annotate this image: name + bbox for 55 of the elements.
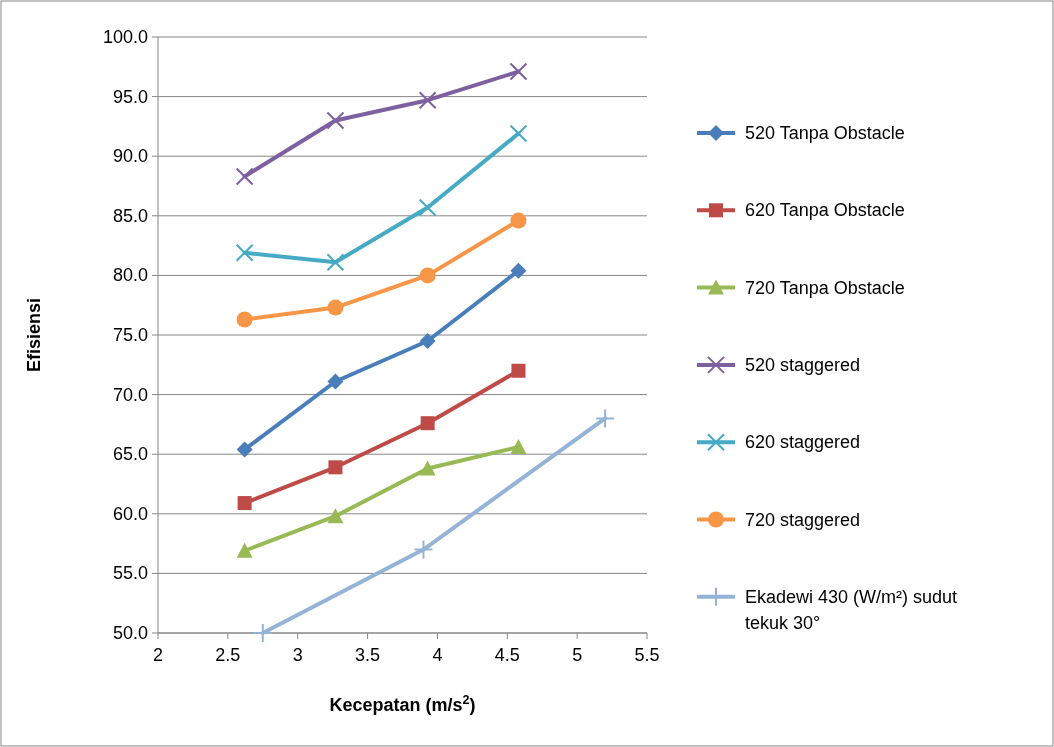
y-tick-label: 60.0	[112, 503, 148, 524]
y-tick-label: 65.0	[112, 444, 148, 465]
y-tick-label: 100.0	[102, 27, 148, 47]
legend-label: 520 staggered	[745, 354, 861, 375]
point	[510, 212, 527, 229]
point	[328, 460, 343, 475]
x-tick-label: 2.5	[215, 645, 241, 665]
x-tick-label: 4	[432, 645, 443, 665]
y-axis-title: Efisiensi	[24, 297, 44, 373]
y-tick-label: 55.0	[112, 563, 148, 584]
point	[419, 460, 436, 476]
point	[327, 508, 344, 524]
point	[420, 416, 435, 431]
point	[236, 311, 253, 328]
point	[418, 91, 437, 110]
legend-label: Ekadewi 430 (W/m²) sudut tekuk 30°	[745, 586, 958, 633]
point	[236, 542, 253, 558]
legend-label: 720 staggered	[745, 509, 861, 530]
point	[510, 262, 527, 279]
x-tick-label: 3	[292, 645, 303, 665]
y-tick-label: 75.0	[112, 325, 148, 345]
y-tick-label: 90.0	[112, 146, 148, 167]
point	[237, 496, 252, 511]
x-axis-title: Kecepatan (m/s$^{2}$)	[329, 693, 476, 715]
point	[326, 111, 345, 130]
point	[419, 332, 436, 349]
point	[595, 408, 616, 429]
x-tick-label: 5	[572, 645, 583, 665]
point	[236, 441, 253, 458]
x-tick-label: 3.5	[355, 645, 381, 665]
point	[235, 243, 254, 262]
point	[419, 267, 436, 284]
point	[509, 124, 528, 143]
point	[327, 299, 344, 316]
y-tick-label: 50.0	[112, 623, 148, 643]
legend-label: 620 staggered	[745, 432, 861, 453]
point	[511, 363, 526, 378]
y-tick-label: 70.0	[112, 384, 148, 405]
x-tick-label: 4.5	[494, 645, 520, 665]
point	[509, 62, 528, 81]
x-tick-label: 2	[152, 645, 164, 665]
point	[235, 167, 254, 186]
point	[327, 373, 344, 390]
point	[418, 198, 437, 217]
legend-label: 620 Tanpa Obstacle	[745, 200, 905, 221]
legend-label: 720 Tanpa Obstacle	[745, 277, 905, 298]
point	[252, 623, 273, 643]
y-tick-label: 85.0	[112, 205, 148, 226]
point	[413, 539, 434, 560]
y-tick-label: 95.0	[112, 86, 148, 107]
point	[510, 439, 527, 455]
x-tick-label: 5.5	[634, 645, 660, 665]
legend-label: 520 Tanpa Obstacle	[745, 123, 905, 143]
y-tick-label: 80.0	[112, 265, 148, 286]
point	[326, 253, 345, 272]
